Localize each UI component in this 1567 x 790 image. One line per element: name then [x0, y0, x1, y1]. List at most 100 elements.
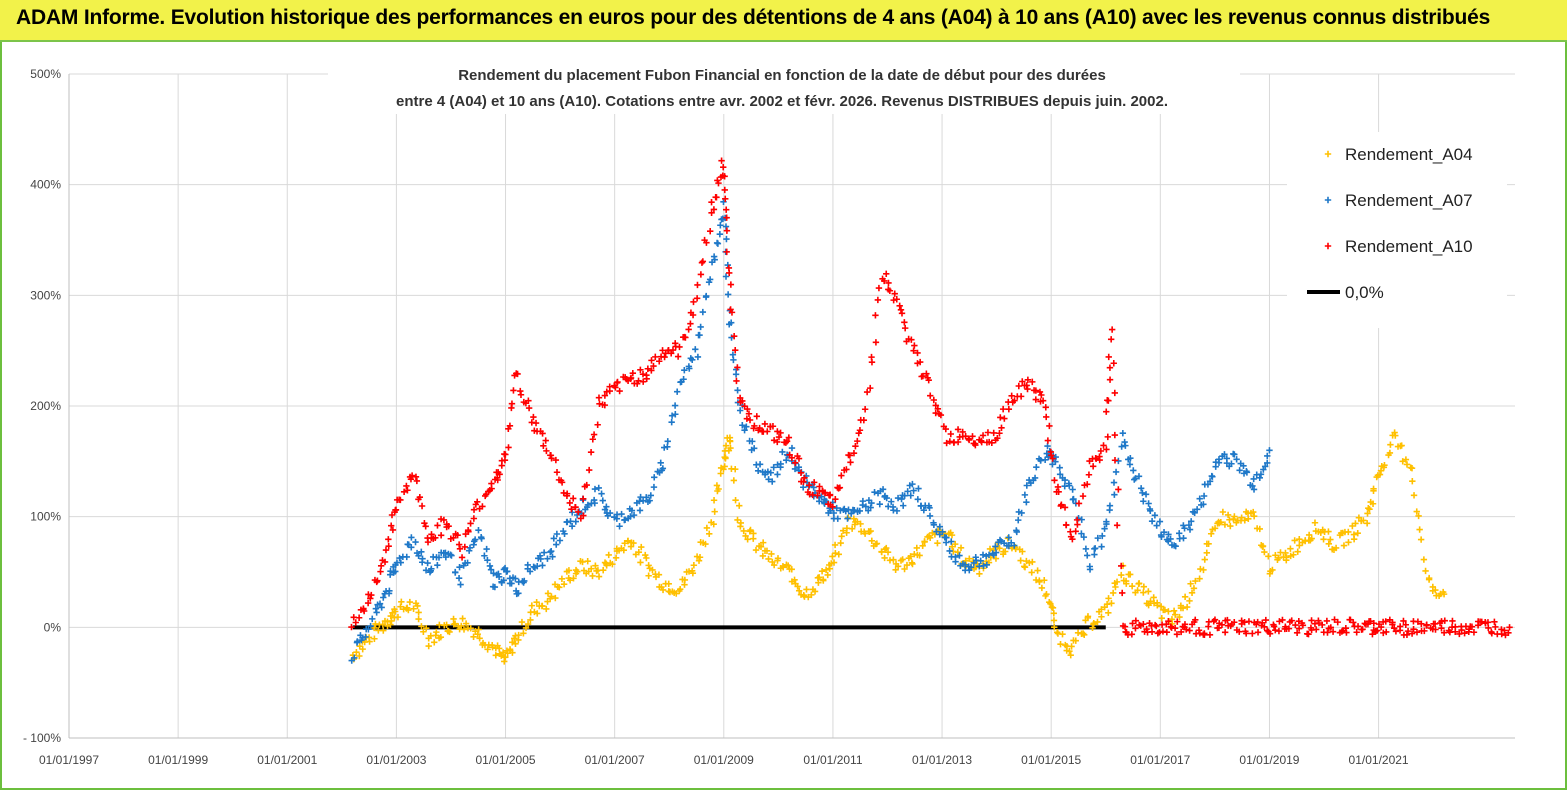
data-point [1343, 629, 1350, 636]
data-point [1179, 604, 1187, 612]
data-point [910, 347, 917, 354]
data-point [1084, 552, 1091, 559]
data-point [380, 627, 387, 634]
data-point [832, 549, 839, 557]
data-point [650, 362, 657, 370]
data-point [1019, 548, 1026, 555]
data-point [527, 616, 534, 624]
data-point [1287, 545, 1294, 552]
data-point [732, 465, 739, 473]
x-tick-label: 01/01/2013 [912, 753, 972, 767]
data-point [1029, 558, 1036, 566]
data-point [570, 575, 577, 582]
data-point [868, 499, 875, 507]
data-point [510, 387, 517, 394]
data-point [508, 400, 516, 407]
data-point [791, 459, 799, 467]
data-point [664, 438, 671, 445]
data-point [1345, 539, 1352, 546]
data-point [1283, 554, 1290, 561]
data-point [412, 538, 419, 546]
data-point [1171, 624, 1179, 632]
data-point [560, 580, 568, 588]
data-point [612, 384, 619, 391]
data-point [815, 574, 823, 581]
data-point [1200, 492, 1208, 500]
data-point [1103, 518, 1110, 525]
data-point [977, 557, 984, 564]
data-point [419, 555, 426, 562]
data-point [668, 418, 675, 426]
data-point [1398, 442, 1405, 449]
chart-plot-area [348, 157, 1513, 665]
data-point [756, 424, 763, 432]
data-point [1324, 629, 1331, 636]
data-point [367, 595, 374, 602]
data-point [1429, 583, 1437, 591]
data-point [606, 509, 614, 517]
data-point [387, 621, 394, 628]
data-point [713, 239, 721, 247]
data-point [1145, 500, 1152, 507]
data-point [1143, 625, 1150, 633]
data-point [1201, 631, 1208, 639]
data-point [1187, 518, 1195, 525]
data-point [801, 474, 808, 481]
data-point [834, 515, 841, 522]
data-point [1215, 459, 1223, 466]
data-point [1228, 460, 1235, 467]
data-point [403, 553, 410, 561]
data-point [996, 430, 1003, 437]
data-point [1044, 442, 1051, 450]
data-point [553, 469, 561, 476]
data-point [969, 433, 976, 440]
data-point [410, 605, 417, 612]
data-point [620, 546, 628, 554]
data-point [681, 576, 689, 584]
data-point [1036, 578, 1043, 586]
data-point [728, 309, 736, 316]
x-tick-label: 01/01/2001 [257, 753, 317, 767]
data-point [484, 646, 491, 653]
data-point [901, 492, 908, 499]
data-point [584, 557, 591, 565]
data-point [415, 615, 422, 623]
data-point [595, 484, 602, 492]
data-point [1403, 631, 1411, 639]
data-point [633, 380, 641, 387]
data-point [722, 273, 730, 280]
data-point [740, 527, 747, 535]
data-point [881, 554, 888, 562]
chart-axes: - 100% 0% 100% 200% 300% 400% 500% 01/01/1997 01… [23, 67, 1515, 767]
data-point [488, 480, 495, 487]
data-point [723, 235, 730, 243]
data-point [826, 565, 833, 572]
data-point [561, 530, 568, 538]
data-point [713, 194, 720, 201]
data-point [470, 515, 478, 522]
data-point [1005, 534, 1012, 541]
data-point [1097, 447, 1105, 455]
data-point [1413, 629, 1421, 636]
data-point [1111, 491, 1118, 498]
data-point [548, 593, 555, 600]
data-point [1256, 474, 1263, 482]
data-point [553, 530, 561, 538]
data-point [487, 566, 495, 573]
data-point [838, 472, 845, 479]
data-point [861, 406, 869, 413]
data-point [377, 562, 385, 569]
data-point [1363, 520, 1371, 527]
data-point [544, 555, 551, 562]
data-point [1221, 451, 1228, 458]
data-point [741, 426, 748, 434]
data-point [354, 638, 361, 645]
data-point [720, 164, 727, 171]
data-point [672, 411, 679, 418]
data-point [474, 498, 481, 506]
data-point [530, 413, 537, 421]
data-point [992, 543, 999, 550]
data-point [1158, 533, 1165, 541]
data-point [1276, 618, 1283, 625]
data-point [915, 485, 922, 492]
